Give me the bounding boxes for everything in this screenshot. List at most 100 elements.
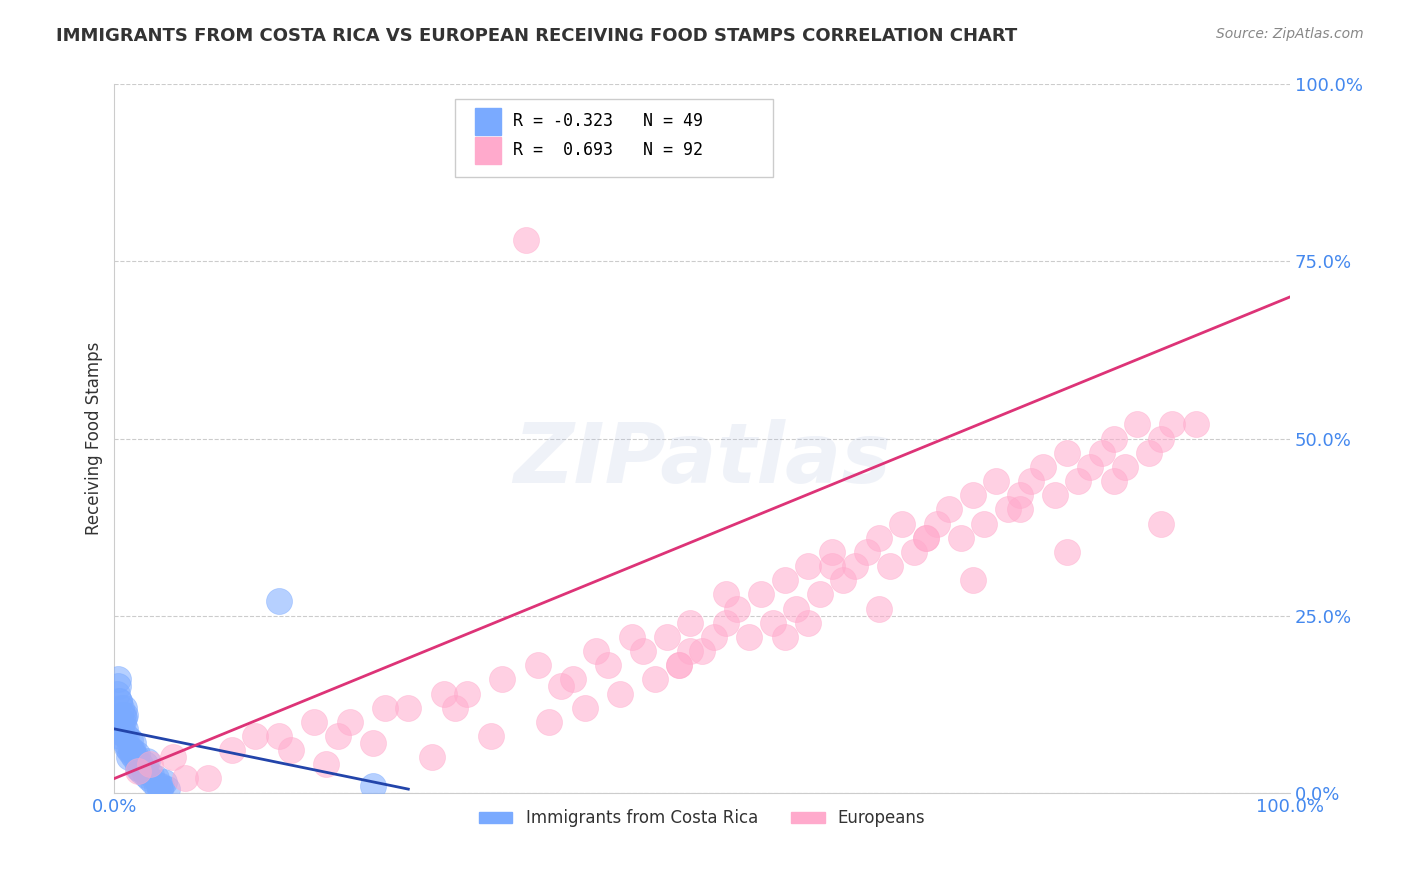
Point xyxy=(111,707,134,722)
Point xyxy=(633,644,655,658)
Point xyxy=(1126,417,1149,432)
Point xyxy=(797,615,820,630)
Point xyxy=(121,747,143,761)
Point xyxy=(526,658,548,673)
Point xyxy=(1150,516,1173,531)
Point xyxy=(374,700,396,714)
Point xyxy=(1032,459,1054,474)
Point xyxy=(1185,417,1208,432)
Point xyxy=(110,729,132,743)
Point xyxy=(973,516,995,531)
Point xyxy=(914,531,936,545)
Point xyxy=(152,775,174,789)
Point xyxy=(267,729,290,743)
Point xyxy=(1091,446,1114,460)
Point xyxy=(117,739,139,754)
Point xyxy=(668,658,690,673)
Point xyxy=(620,630,643,644)
Point xyxy=(117,750,139,764)
Point xyxy=(927,516,949,531)
Point xyxy=(868,601,890,615)
Point xyxy=(444,700,467,714)
Point xyxy=(136,754,159,768)
Point xyxy=(538,714,561,729)
Point xyxy=(145,772,167,786)
Point xyxy=(820,559,842,574)
Point xyxy=(110,722,132,736)
Point xyxy=(134,757,156,772)
Point xyxy=(703,630,725,644)
Point xyxy=(197,772,219,786)
Text: R = -0.323   N = 49: R = -0.323 N = 49 xyxy=(513,112,703,130)
Point xyxy=(797,559,820,574)
Point xyxy=(773,573,796,587)
Point xyxy=(361,736,384,750)
Point xyxy=(110,714,132,729)
Point xyxy=(820,545,842,559)
Point xyxy=(245,729,267,743)
Point xyxy=(962,573,984,587)
Point xyxy=(1078,459,1101,474)
Point xyxy=(145,780,167,794)
Point xyxy=(111,714,134,729)
Point xyxy=(114,707,136,722)
FancyBboxPatch shape xyxy=(475,136,501,164)
Point xyxy=(1161,417,1184,432)
Point xyxy=(997,502,1019,516)
Point xyxy=(162,750,184,764)
Point xyxy=(120,743,142,757)
Point xyxy=(148,779,170,793)
Point xyxy=(762,615,785,630)
Point xyxy=(121,743,143,757)
Point xyxy=(668,658,690,673)
Point xyxy=(127,761,149,775)
Point xyxy=(122,736,145,750)
Point xyxy=(832,573,855,587)
Point xyxy=(879,559,901,574)
Point xyxy=(138,772,160,786)
Point xyxy=(891,516,914,531)
Point xyxy=(808,587,831,601)
Point xyxy=(984,474,1007,488)
Point xyxy=(326,729,349,743)
Point xyxy=(156,782,179,797)
Point xyxy=(903,545,925,559)
Point xyxy=(304,714,326,729)
Point xyxy=(690,644,713,658)
Point xyxy=(1008,502,1031,516)
Point xyxy=(107,680,129,694)
Point xyxy=(949,531,972,545)
Point xyxy=(598,658,620,673)
Point xyxy=(117,743,139,757)
Point xyxy=(135,768,157,782)
Point xyxy=(128,761,150,775)
Point xyxy=(108,693,131,707)
Point xyxy=(420,750,443,764)
Point xyxy=(112,711,135,725)
Point xyxy=(1008,488,1031,502)
Point xyxy=(1102,432,1125,446)
Point xyxy=(727,601,749,615)
Point xyxy=(142,775,165,789)
FancyBboxPatch shape xyxy=(475,108,501,135)
Point xyxy=(561,673,583,687)
Point xyxy=(1056,446,1078,460)
Point xyxy=(396,700,419,714)
Point xyxy=(550,680,572,694)
Point xyxy=(125,747,148,761)
Point xyxy=(609,686,631,700)
Point xyxy=(938,502,960,516)
Point xyxy=(962,488,984,502)
Point xyxy=(714,587,737,601)
Text: R =  0.693   N = 92: R = 0.693 N = 92 xyxy=(513,141,703,160)
FancyBboxPatch shape xyxy=(456,99,773,177)
Point xyxy=(574,700,596,714)
Point xyxy=(1137,446,1160,460)
Point xyxy=(515,233,537,247)
Text: ZIPatlas: ZIPatlas xyxy=(513,419,891,500)
Point xyxy=(585,644,607,658)
Point xyxy=(1114,459,1136,474)
Point xyxy=(749,587,772,601)
Point xyxy=(110,725,132,739)
Point xyxy=(773,630,796,644)
